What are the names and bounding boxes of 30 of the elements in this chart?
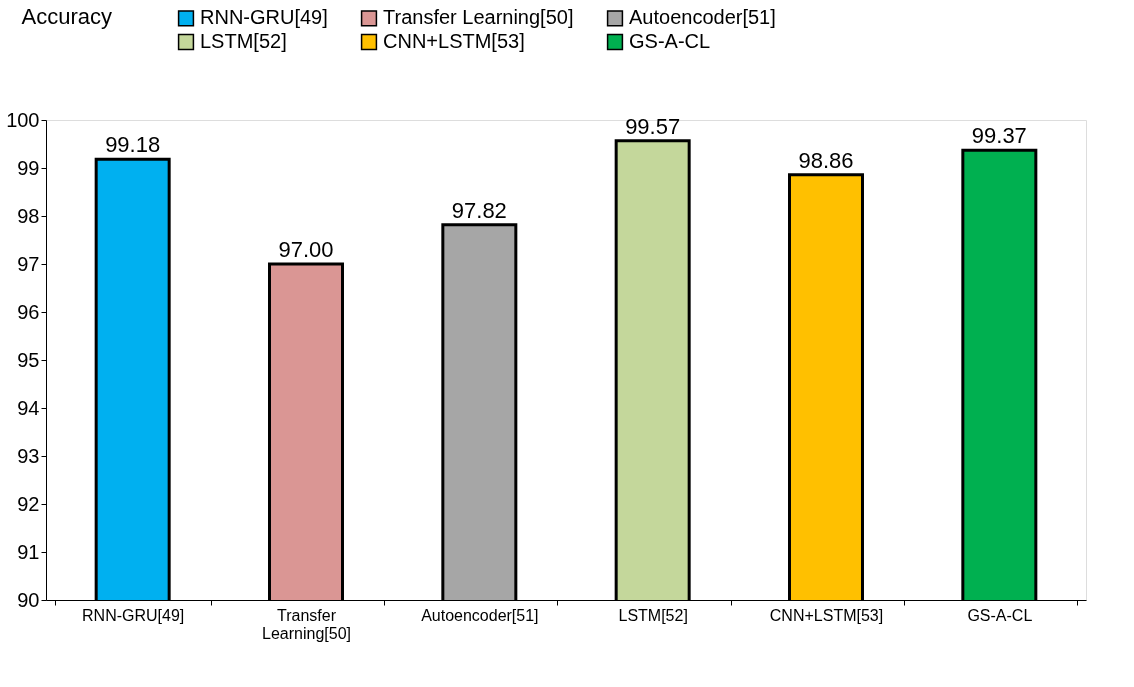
y-tick-label: 90 <box>17 588 40 611</box>
y-tick-label: 91 <box>17 540 40 563</box>
y-tick-label: 99 <box>17 156 40 179</box>
y-tick-label: 92 <box>17 492 40 515</box>
legend-label: RNN-GRU[49] <box>200 6 328 29</box>
legend-label: Transfer Learning[50] <box>383 6 574 29</box>
data-label: 99.57 <box>625 113 681 139</box>
y-tick-label: 97 <box>17 252 40 275</box>
y-tick-label: 98 <box>17 204 40 227</box>
data-label: 97.82 <box>451 197 507 223</box>
legend-label: Autoencoder[51] <box>629 6 776 29</box>
legend-label: CNN+LSTM[53] <box>383 30 525 52</box>
x-tick-label: LSTM[52] <box>618 606 688 624</box>
data-label: 99.18 <box>105 132 161 158</box>
y-tick-label: 93 <box>17 444 40 467</box>
y-tick-label: 94 <box>17 396 40 419</box>
x-tick-label: GS-A-CL <box>967 606 1033 624</box>
data-label: 98.86 <box>798 147 854 173</box>
x-tick-label: Autoencoder[51] <box>421 606 539 624</box>
legend-label: LSTM[52] <box>200 30 287 52</box>
data-label: 99.37 <box>971 123 1027 149</box>
x-tick-label: RNN-GRU[49] <box>82 606 185 624</box>
x-tick-label: Transfer Learning[50] <box>262 606 351 642</box>
data-label: 97.00 <box>278 237 334 262</box>
y-axis-title: Accuracy <box>21 3 112 29</box>
y-tick-label: 96 <box>17 300 40 323</box>
x-tick-label: CNN+LSTM[53] <box>769 606 884 624</box>
y-tick-label: 100 <box>6 108 40 131</box>
legend-label: GS-A-CL <box>629 30 711 52</box>
y-tick-label: 95 <box>17 348 40 371</box>
